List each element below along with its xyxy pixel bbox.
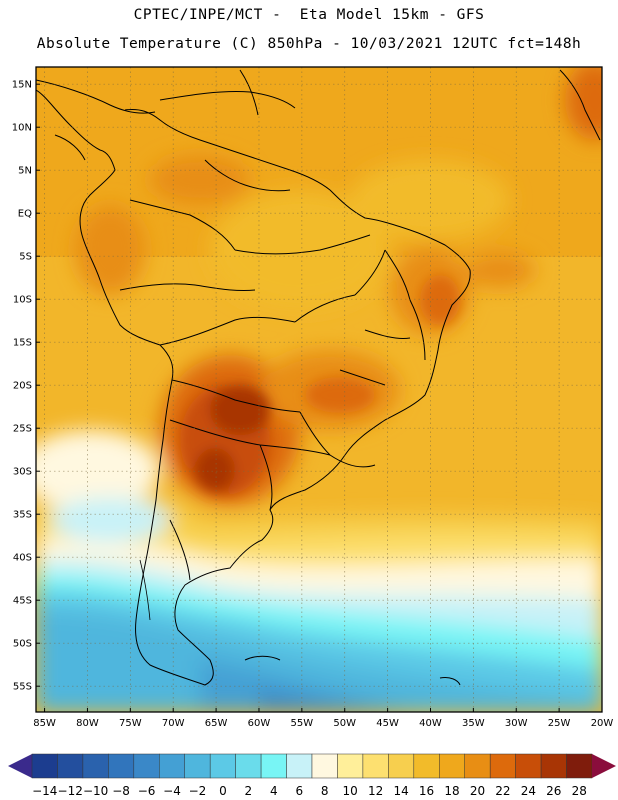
latitude-labels: 15N 10N 5N EQ 5S 10S 15S 20S 25S 30S 35S 40S 45S 50S 5… — [12, 80, 40, 693]
colorbar-label: 0 — [219, 784, 227, 798]
colorbar-label: 2 — [245, 784, 253, 798]
colorbar-swatch — [159, 753, 185, 779]
colorbar-label: 18 — [444, 784, 459, 798]
colorbar-label: 14 — [393, 784, 408, 798]
lon-label: 55W — [291, 718, 314, 729]
colorbar-swatch — [362, 753, 389, 779]
colorbar-label: −2 — [189, 784, 207, 798]
colorbar-swatch — [184, 753, 211, 779]
coastlines — [36, 69, 601, 686]
colorbar-swatch — [464, 753, 491, 779]
map-frame — [35, 66, 603, 713]
colorbar-label: 4 — [270, 784, 278, 798]
map-subtitle: Absolute Temperature (C) 850hPa - 10/03/… — [36, 36, 582, 52]
colorbar-label: 26 — [546, 784, 561, 798]
colorbar-label: 8 — [321, 784, 329, 798]
lat-label: 45S — [13, 596, 32, 607]
colorbar-label: 6 — [295, 784, 303, 798]
lon-label: 60W — [248, 718, 271, 729]
lat-label: 5N — [18, 166, 32, 177]
colorbar-label: −8 — [112, 784, 130, 798]
lat-label: 15S — [13, 338, 32, 349]
lon-label: 65W — [205, 718, 228, 729]
lon-label: 80W — [76, 718, 99, 729]
colorbar-label: −6 — [138, 784, 156, 798]
colorbar-swatch — [260, 753, 287, 779]
lon-label: 45W — [376, 718, 399, 729]
colorbar-swatch — [108, 753, 135, 779]
colorbar-swatch — [286, 753, 313, 779]
lat-label: 15N — [12, 80, 32, 91]
colorbar-under-arrow — [8, 754, 32, 778]
colorbar-label: −12 — [58, 784, 83, 798]
lon-label: 40W — [419, 718, 442, 729]
lat-label: 40S — [13, 553, 32, 564]
lat-label: 30S — [13, 467, 32, 478]
lat-label: 35S — [13, 510, 32, 521]
lon-label: 35W — [462, 718, 485, 729]
colorbar-swatch — [388, 753, 415, 779]
colorbar-swatch — [57, 753, 84, 779]
lat-label: EQ — [18, 209, 32, 220]
lon-label: 85W — [33, 718, 56, 729]
colorbar-swatch — [540, 753, 567, 779]
lat-label: 50S — [13, 639, 32, 650]
colorbar-label: −4 — [163, 784, 181, 798]
colorbar-swatch — [235, 753, 262, 779]
colorbar: −14 −12 −10 −8 −6 −4 −2 0 2 4 6 8 10 12 14 16 18 20 22 24 26… — [8, 753, 616, 798]
lat-label: 20S — [13, 381, 32, 392]
longitude-labels: 85W 80W 75W 70W 65W 60W 55W 50W 45W 40W 35W 30W 25W 2… — [33, 708, 613, 729]
colorbar-swatch — [337, 753, 364, 779]
colorbar-swatch — [439, 753, 465, 779]
colorbar-swatch — [515, 753, 542, 779]
lat-label: 10N — [12, 123, 32, 134]
colorbar-label: 10 — [343, 784, 358, 798]
colorbar-label: 28 — [572, 784, 587, 798]
colorbar-label: 20 — [470, 784, 485, 798]
colorbar-label: 22 — [495, 784, 510, 798]
lon-label: 50W — [333, 718, 356, 729]
lat-label: 25S — [13, 424, 32, 435]
lat-label: 10S — [13, 295, 32, 306]
lon-label: 20W — [591, 718, 614, 729]
lon-label: 30W — [505, 718, 528, 729]
colorbar-swatch — [82, 753, 109, 779]
colorbar-over-arrow — [592, 754, 616, 778]
colorbar-swatch — [31, 753, 58, 779]
colorbar-label: 24 — [521, 784, 536, 798]
colorbar-swatch — [133, 753, 160, 779]
lon-label: 75W — [119, 718, 142, 729]
colorbar-label: −14 — [32, 784, 57, 798]
lat-label: 55S — [13, 682, 32, 693]
colorbar-label: 12 — [368, 784, 383, 798]
lat-label: 5S — [19, 252, 32, 263]
colorbar-swatch — [566, 753, 593, 779]
colorbar-label: 16 — [419, 784, 434, 798]
colorbar-swatch — [489, 753, 516, 779]
colorbar-swatch — [311, 753, 338, 779]
colorbar-swatch — [413, 753, 440, 779]
map-title: CPTEC/INPE/MCT - Eta Model 15km - GFS — [133, 7, 485, 23]
colorbar-swatch — [209, 753, 236, 779]
lon-label: 25W — [548, 718, 571, 729]
colorbar-label: −10 — [83, 784, 108, 798]
lon-label: 70W — [162, 718, 185, 729]
